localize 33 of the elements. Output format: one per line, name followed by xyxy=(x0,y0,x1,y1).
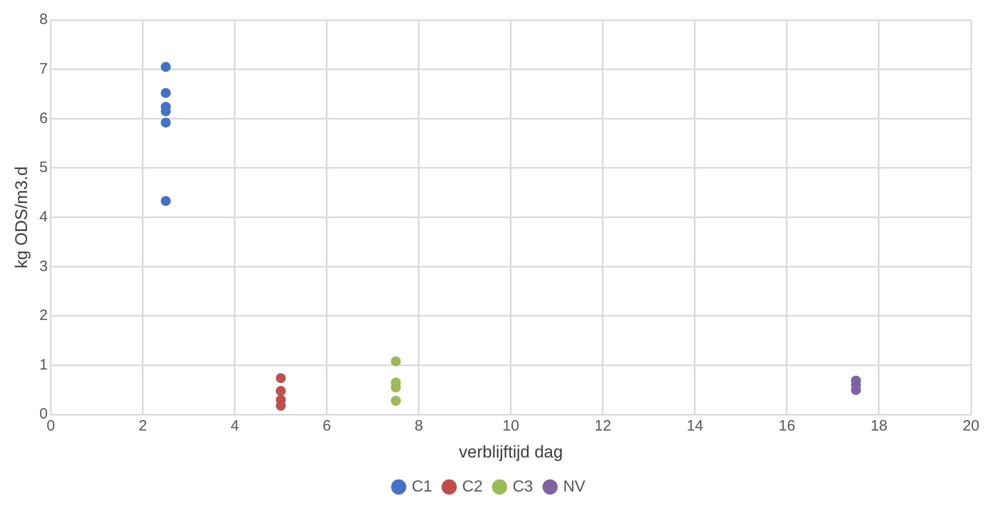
point xyxy=(160,62,171,72)
point xyxy=(160,196,171,206)
y-tick-label: 3 xyxy=(39,258,48,275)
y-tick-label: 1 xyxy=(39,356,48,374)
y-tick-label: 4 xyxy=(39,208,48,226)
x-tick-label: 12 xyxy=(594,418,612,435)
x-tick-label: 6 xyxy=(322,418,331,435)
x-tick-label: 20 xyxy=(962,418,980,435)
x-axis-title: verblijftijd dag xyxy=(458,442,563,462)
x-tick-label: 10 xyxy=(502,418,520,435)
y-tick-label: 6 xyxy=(39,110,48,127)
x-tick-label: 14 xyxy=(686,418,704,435)
point xyxy=(160,118,171,128)
legend-label: C2 xyxy=(462,478,483,496)
point xyxy=(390,396,401,406)
legend-label: C1 xyxy=(412,478,432,496)
x-tick-label: 4 xyxy=(230,418,239,435)
y-tick-label: 7 xyxy=(39,60,48,78)
point xyxy=(276,386,286,396)
y-tick-label: 5 xyxy=(39,159,48,176)
legend-label: C3 xyxy=(512,478,534,496)
x-tick-label: 8 xyxy=(414,418,424,435)
x-tick-label: 2 xyxy=(138,418,147,435)
point xyxy=(160,88,171,98)
x-tick-label: 18 xyxy=(870,418,888,435)
y-tick-label: 8 xyxy=(39,11,48,28)
y-tick-label: 2 xyxy=(39,307,48,324)
point xyxy=(276,373,286,384)
y-axis-title: kg ODS/m3.d xyxy=(12,166,31,268)
legend-label: NV xyxy=(563,478,586,496)
x-tick-label: 16 xyxy=(778,418,796,435)
point xyxy=(390,356,401,366)
y-tick-label: 0 xyxy=(39,406,48,423)
